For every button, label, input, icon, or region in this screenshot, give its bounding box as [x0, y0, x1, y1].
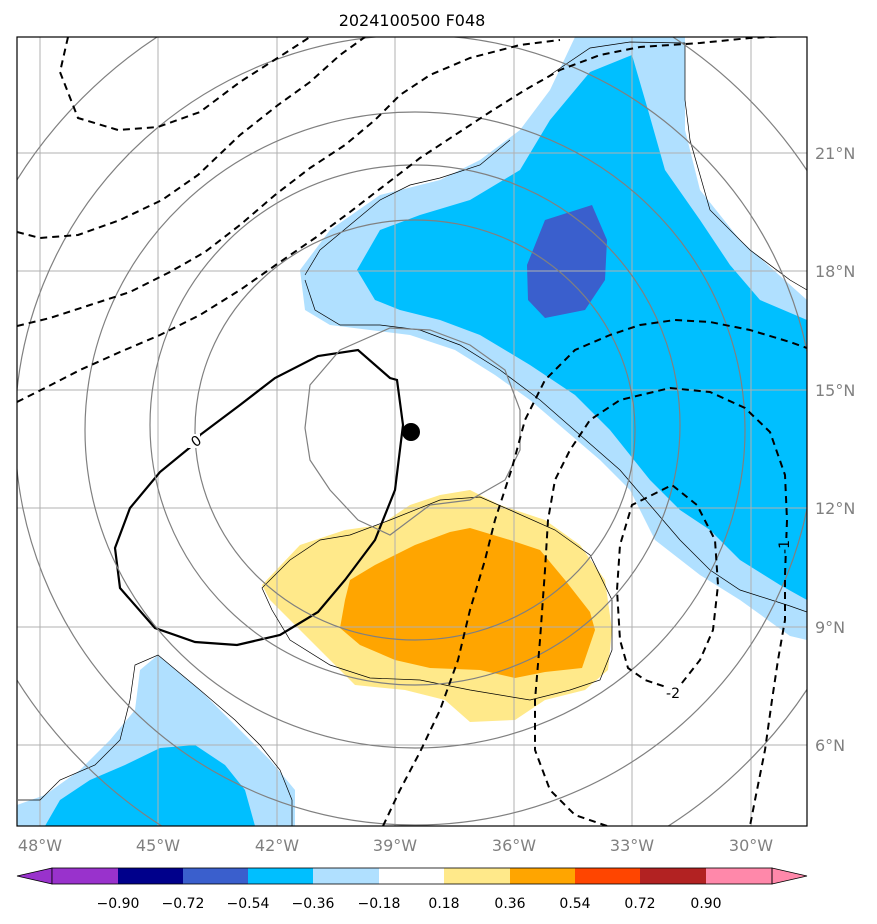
graticule [17, 37, 807, 826]
lon-label: 48°W [18, 836, 62, 855]
dashed-contours [17, 37, 807, 826]
longitude-labels: 48°W 45°W 42°W 39°W 36°W 33°W 30°W [18, 836, 773, 855]
lon-label: 36°W [492, 836, 536, 855]
map-title: 2024100500 F048 [339, 11, 486, 30]
map-frame [16, 36, 808, 827]
colorbar-extend-right [771, 867, 808, 885]
colorbar-segment [183, 868, 248, 884]
colorbar-segment [313, 868, 379, 884]
lat-label: 21°N [815, 144, 855, 163]
colorbar-frame [51, 867, 773, 885]
lat-label: 12°N [815, 499, 855, 518]
lat-label: 9°N [815, 618, 845, 637]
colorbar-tick-label: 0.36 [494, 896, 525, 912]
colorbar-segment [52, 868, 118, 884]
lat-label: 18°N [815, 262, 855, 281]
lon-label: 45°W [136, 836, 180, 855]
colorbar-tick-label: 0.72 [624, 896, 655, 912]
lat-label: 6°N [815, 736, 845, 755]
shade-orange [340, 528, 595, 678]
colorbar-segment [248, 868, 313, 884]
colorbar-segment [444, 868, 510, 884]
colorbar-tick-label: −0.18 [358, 896, 401, 912]
colorbar-tick-label: 0.90 [690, 896, 721, 912]
colorbar-tick-label: −0.90 [97, 896, 140, 912]
colorbar-segment [510, 868, 575, 884]
colorbar: −0.90 −0.72 −0.54 −0.36 −0.18 0.18 0.36 … [16, 867, 808, 912]
colorbar-segment [706, 868, 772, 884]
colorbar-tick-label: 0.18 [428, 896, 459, 912]
gray-contours [17, 37, 807, 826]
colorbar-segment [118, 868, 183, 884]
colorbar-extend-left [16, 867, 53, 885]
map-plot-area: 0 -1 -2 [17, 37, 807, 826]
storm-center-dot [402, 423, 420, 441]
lon-label: 42°W [255, 836, 299, 855]
thin-contours [18, 41, 807, 826]
lon-label: 30°W [729, 836, 773, 855]
contour-label-minus-one: -1 [777, 540, 793, 554]
contour-label-minus-two: -2 [666, 686, 680, 702]
colorbar-segment [640, 868, 706, 884]
colorbar-tick-label: −0.72 [162, 896, 205, 912]
lat-label: 15°N [815, 381, 855, 400]
lon-label: 33°W [610, 836, 654, 855]
colorbar-segment [379, 868, 444, 884]
colorbar-tick-label: 0.54 [559, 896, 590, 912]
shade-dark-blue-patch [527, 205, 607, 318]
shade-blue-northeast [357, 55, 807, 600]
colorbar-segment [575, 868, 640, 884]
latitude-labels: 21°N 18°N 15°N 12°N 9°N 6°N [815, 144, 855, 755]
lon-label: 39°W [373, 836, 417, 855]
colorbar-tick-label: −0.54 [227, 896, 270, 912]
colorbar-tick-label: −0.36 [292, 896, 335, 912]
